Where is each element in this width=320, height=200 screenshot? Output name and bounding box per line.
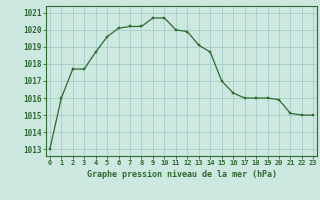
X-axis label: Graphe pression niveau de la mer (hPa): Graphe pression niveau de la mer (hPa) xyxy=(87,170,276,179)
